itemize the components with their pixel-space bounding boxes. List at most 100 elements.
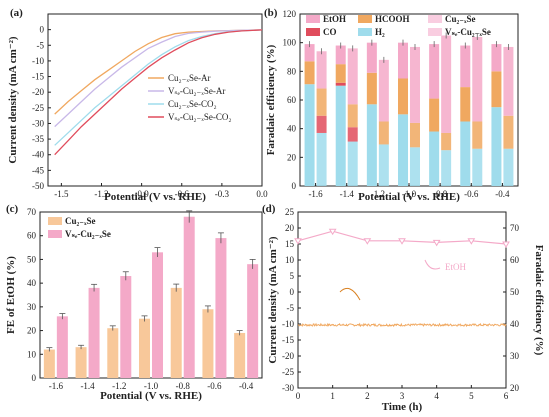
panel-d-ytick-right-label: 50 <box>510 287 520 297</box>
panel-b-bar-h2 <box>335 85 346 186</box>
panel-b-bar-etoh <box>335 45 346 65</box>
panel-b-bar-hcooh <box>472 121 483 149</box>
panel-b-legend-label: HCOOH <box>375 14 410 24</box>
panel-d-ytick-label: 10 <box>285 255 295 265</box>
panel-a-legend-label: Cu₂₋ₓSe-Ar <box>168 73 211 83</box>
panel-a-ytick-label: -10 <box>32 56 44 66</box>
panel-d-xtick-label: 3 <box>400 391 405 401</box>
panel-c-bar <box>234 332 246 378</box>
panel-c-xtick-label: -1.4 <box>80 381 95 391</box>
panel-b-xtick-label: -1.2 <box>371 189 385 199</box>
panel-b-bar-hcooh <box>410 122 420 148</box>
panel-c-bar <box>88 287 100 378</box>
panel-d-ytick-right-label: 70 <box>510 223 520 233</box>
panel-b-legend-label: Cu₂₋ₓSe <box>445 14 476 24</box>
panel-a-series-line <box>54 29 263 128</box>
panel-b-bar-h2 <box>316 132 327 186</box>
panel-c-ytick-label: 60 <box>27 231 37 241</box>
panel-b-bar-etoh <box>410 46 420 123</box>
panel-c-ytick-label: 20 <box>27 326 37 336</box>
panel-c-bar <box>56 316 68 378</box>
panel-c-bar <box>43 349 55 378</box>
panel-c-label: (c) <box>6 203 19 215</box>
panel-b-ytick-label: 120 <box>283 9 297 19</box>
panel-b-bar-h2 <box>366 104 377 186</box>
panel-c-ylabel: FE of EtOH (%) <box>5 256 17 334</box>
panel-c-xtick-label: -0.4 <box>239 381 254 391</box>
panel-b-bar-etoh <box>398 42 408 79</box>
panel-b-bar-etoh <box>503 46 514 116</box>
panel-d-ytick-label: 5 <box>290 271 295 281</box>
panel-b-bar-hcooh <box>304 61 315 85</box>
panel-d-ytick-label: -30 <box>282 383 294 393</box>
panel-c-xtick-label: -0.8 <box>176 381 191 391</box>
panel-b-bar-hcooh <box>347 104 358 128</box>
panel-d-etoh-marker <box>398 238 406 245</box>
panel-a-ytick-label: -45 <box>32 165 44 175</box>
panel-b-legend-swatch <box>358 28 372 36</box>
panel-d-ylabel-right: Faradaic efficiency (%) <box>533 245 545 356</box>
panel-b-legend-label: H₂ <box>375 27 385 37</box>
panel-b-bar-etoh <box>304 44 315 62</box>
panel-b-bar-h2 <box>491 107 502 186</box>
panel-b-xtick-label: -1.0 <box>402 189 417 199</box>
panel-b-bar-hcooh <box>378 121 389 145</box>
panel-c-xtick-label: -1.6 <box>49 381 64 391</box>
panel-d-etoh-marker <box>294 238 302 245</box>
panel-c-ytick-label: 70 <box>27 207 37 217</box>
panel-b-bar-etoh <box>366 42 377 73</box>
panel-d-etoh-marker <box>328 228 337 236</box>
panel-d-arrow-etoh <box>424 259 441 270</box>
panel-a-xtick-label: -1.5 <box>54 189 69 199</box>
panel-c-bar <box>170 287 182 378</box>
panel-c-bar <box>152 252 163 378</box>
panel-d-ytick-right-label: 30 <box>510 351 520 361</box>
panel-b-bar-hcooh <box>491 71 502 108</box>
panel-b-bar-hcooh <box>503 115 514 149</box>
panel-b-bar-h2 <box>503 148 514 186</box>
panel-a-xtick-label: -0.9 <box>135 189 150 199</box>
panel-c-ytick-label: 0 <box>32 373 37 383</box>
panel-a-xtick-label: -0.3 <box>215 189 230 199</box>
panel-b-bar-h2 <box>304 84 315 186</box>
panel-a-ytick-label: -30 <box>32 118 44 128</box>
panel-c-ytick-label: 30 <box>27 302 37 312</box>
panel-b-ytick-label: 60 <box>287 95 297 105</box>
panel-d-ytick-label: 20 <box>285 223 295 233</box>
panel-a-ytick-label: -5 <box>37 40 45 50</box>
panel-a-ytick-label: -20 <box>32 87 44 97</box>
panel-b-ytick-label: 20 <box>287 152 297 162</box>
panel-b-bar-h2 <box>460 121 471 186</box>
panel-b-legend-label: Vₛₑ-Cu₂₋ₓSe <box>445 27 491 37</box>
panel-d-annotation: EtOH <box>445 262 466 272</box>
panel-d-etoh-marker <box>432 239 441 247</box>
panel-a-xlabel: Potential (V vs. RHE) <box>104 191 206 203</box>
panel-c-legend-swatch <box>48 217 62 225</box>
panel-b-bar-h2 <box>472 148 483 186</box>
panel-b-bar-hcooh <box>429 98 440 132</box>
panel-a-ylabel: Current density (mA cm⁻²) <box>7 36 19 163</box>
panel-b-bar-etoh <box>347 48 358 105</box>
panel-b-bar-hcooh <box>441 132 452 151</box>
panel-b-xtick-label: -1.4 <box>340 189 355 199</box>
panel-d-etoh-marker <box>502 241 510 248</box>
panel-d-xtick-label: 1 <box>330 391 335 401</box>
panel-a-ytick-label: -50 <box>32 181 44 191</box>
panel-a-xtick-label: 0.0 <box>256 189 268 199</box>
panel-c-ytick-label: 40 <box>27 278 37 288</box>
panel-b-bar-etoh <box>460 45 471 88</box>
panel-d-ytick-right-label: 40 <box>510 319 520 329</box>
panel-c-legend-label: Vₛₑ-Cu₂₋ₓSe <box>65 229 111 239</box>
panel-a-ytick-label: -25 <box>32 103 44 113</box>
panel-b-bar-co <box>316 115 327 133</box>
panel-b-xtick-label: -1.6 <box>308 189 323 199</box>
panel-d-xtick-label: 2 <box>365 391 370 401</box>
panel-d-xlabel: Time (h) <box>382 401 423 413</box>
panel-c-bar <box>120 276 132 378</box>
panel-a-series-line <box>54 29 263 156</box>
panel-b-bar-co <box>347 127 358 142</box>
panel-c-xtick-label: -1.2 <box>112 381 126 391</box>
panel-d-xtick-label: 5 <box>469 391 474 401</box>
panel-c-bar <box>107 328 119 378</box>
